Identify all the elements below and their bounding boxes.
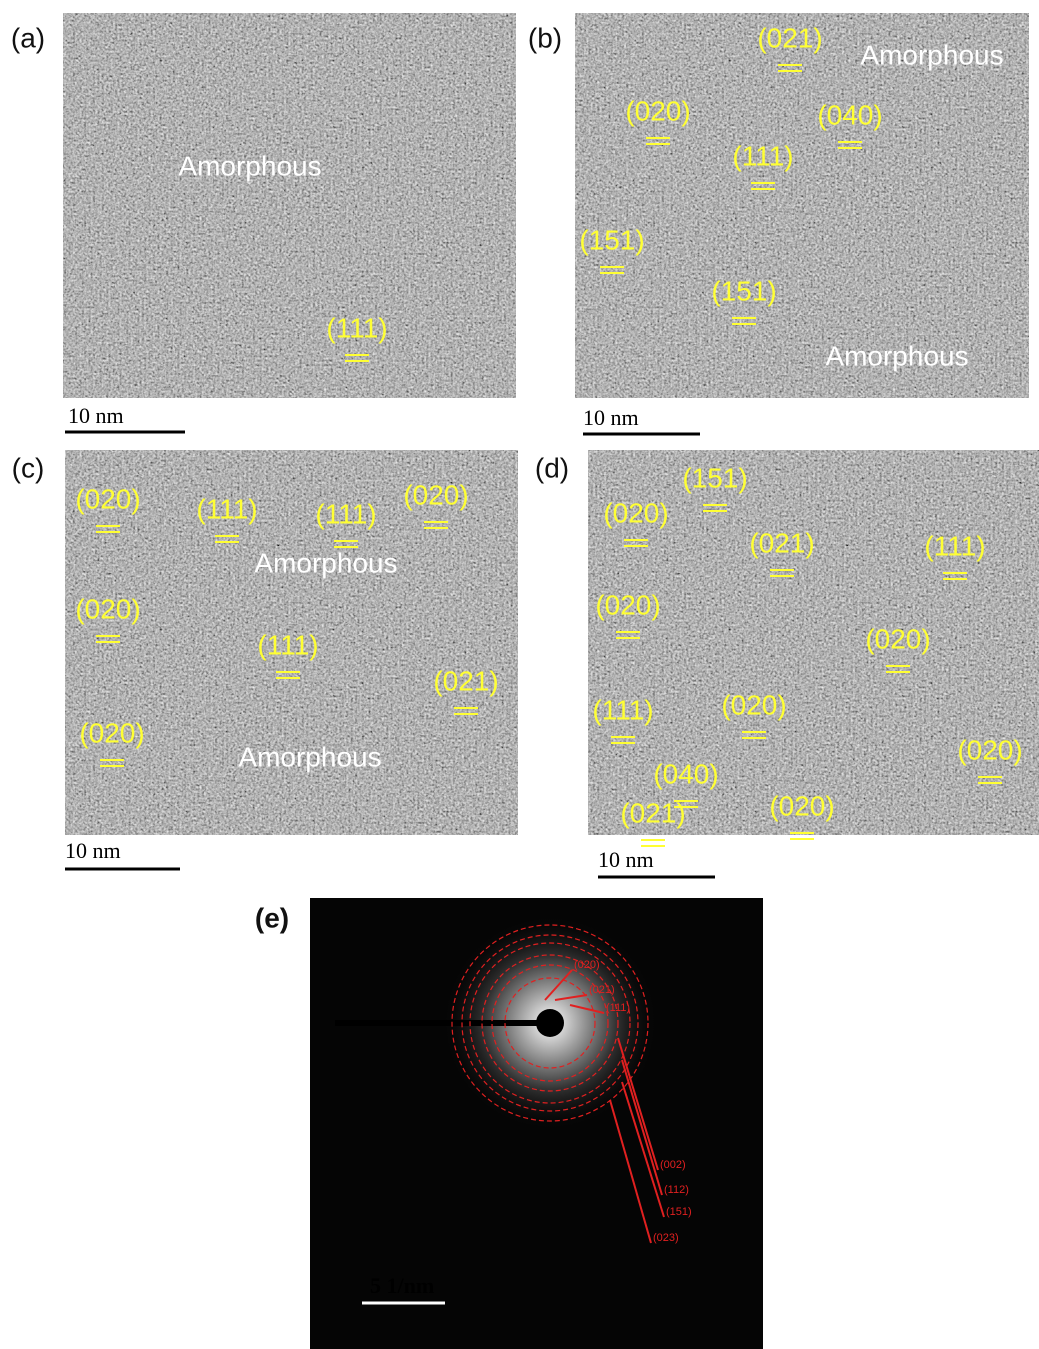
- plane-label: (020): [603, 497, 668, 528]
- plane-label: (111): [326, 312, 387, 343]
- plane-label: (020): [721, 689, 786, 720]
- plane-label: (020): [957, 734, 1022, 765]
- plane-label: (021): [757, 22, 822, 53]
- scale-bar-label: 10 nm: [68, 403, 124, 428]
- ring-label: (111): [606, 1002, 630, 1014]
- plane-label: (020): [769, 790, 834, 821]
- plane-label: (020): [79, 717, 144, 748]
- tem-image: [63, 13, 516, 398]
- plane-label: (151): [579, 224, 644, 255]
- scale-bar-label: 10 nm: [598, 847, 654, 872]
- region-label: Amorphous: [825, 340, 968, 371]
- plane-label: (021): [749, 527, 814, 558]
- region-label: Amorphous: [254, 547, 397, 578]
- plane-label: (020): [75, 483, 140, 514]
- plane-label: (040): [817, 99, 882, 130]
- plane-label: (020): [625, 95, 690, 126]
- plane-label: (111): [732, 140, 793, 171]
- plane-label: (021): [620, 797, 685, 828]
- plane-label: (111): [196, 493, 257, 524]
- ring-label: (112): [664, 1184, 689, 1196]
- panel-label: (e): [255, 902, 289, 933]
- plane-label: (111): [315, 498, 376, 529]
- plane-label: (021): [433, 665, 498, 696]
- ring-label: (023): [653, 1232, 679, 1244]
- plane-label: (111): [592, 694, 653, 725]
- plane-label: (151): [682, 462, 747, 493]
- ring-label: (020): [574, 959, 600, 971]
- scale-bar-label: 10 nm: [65, 838, 121, 863]
- region-label: Amorphous: [178, 150, 321, 181]
- plane-label: (151): [711, 275, 776, 306]
- scale-bar-label: 10 nm: [583, 405, 639, 430]
- plane-label: (111): [257, 629, 318, 660]
- region-label: Amorphous: [860, 39, 1003, 70]
- scale-bar-label: 5 1/nm: [370, 1273, 434, 1298]
- plane-label: (020): [595, 589, 660, 620]
- plane-label: (020): [75, 593, 140, 624]
- plane-label: (111): [924, 530, 985, 561]
- ring-label: (002): [660, 1159, 686, 1171]
- ring-label: (151): [666, 1206, 692, 1218]
- ring-label: (021): [589, 984, 615, 996]
- figure: (a) Amorphous (111) 10 nm (b) (021) Amorphous (…: [0, 0, 1039, 1349]
- plane-label: (020): [403, 479, 468, 510]
- plane-label: (040): [653, 758, 718, 789]
- panel-label: (d): [535, 452, 569, 483]
- panel-label: (b): [528, 22, 562, 53]
- panel-label: (c): [12, 452, 45, 483]
- plane-label: (020): [865, 623, 930, 654]
- beam-stop-center: [536, 1009, 564, 1037]
- region-label: Amorphous: [238, 741, 381, 772]
- panel-label: (a): [11, 22, 45, 53]
